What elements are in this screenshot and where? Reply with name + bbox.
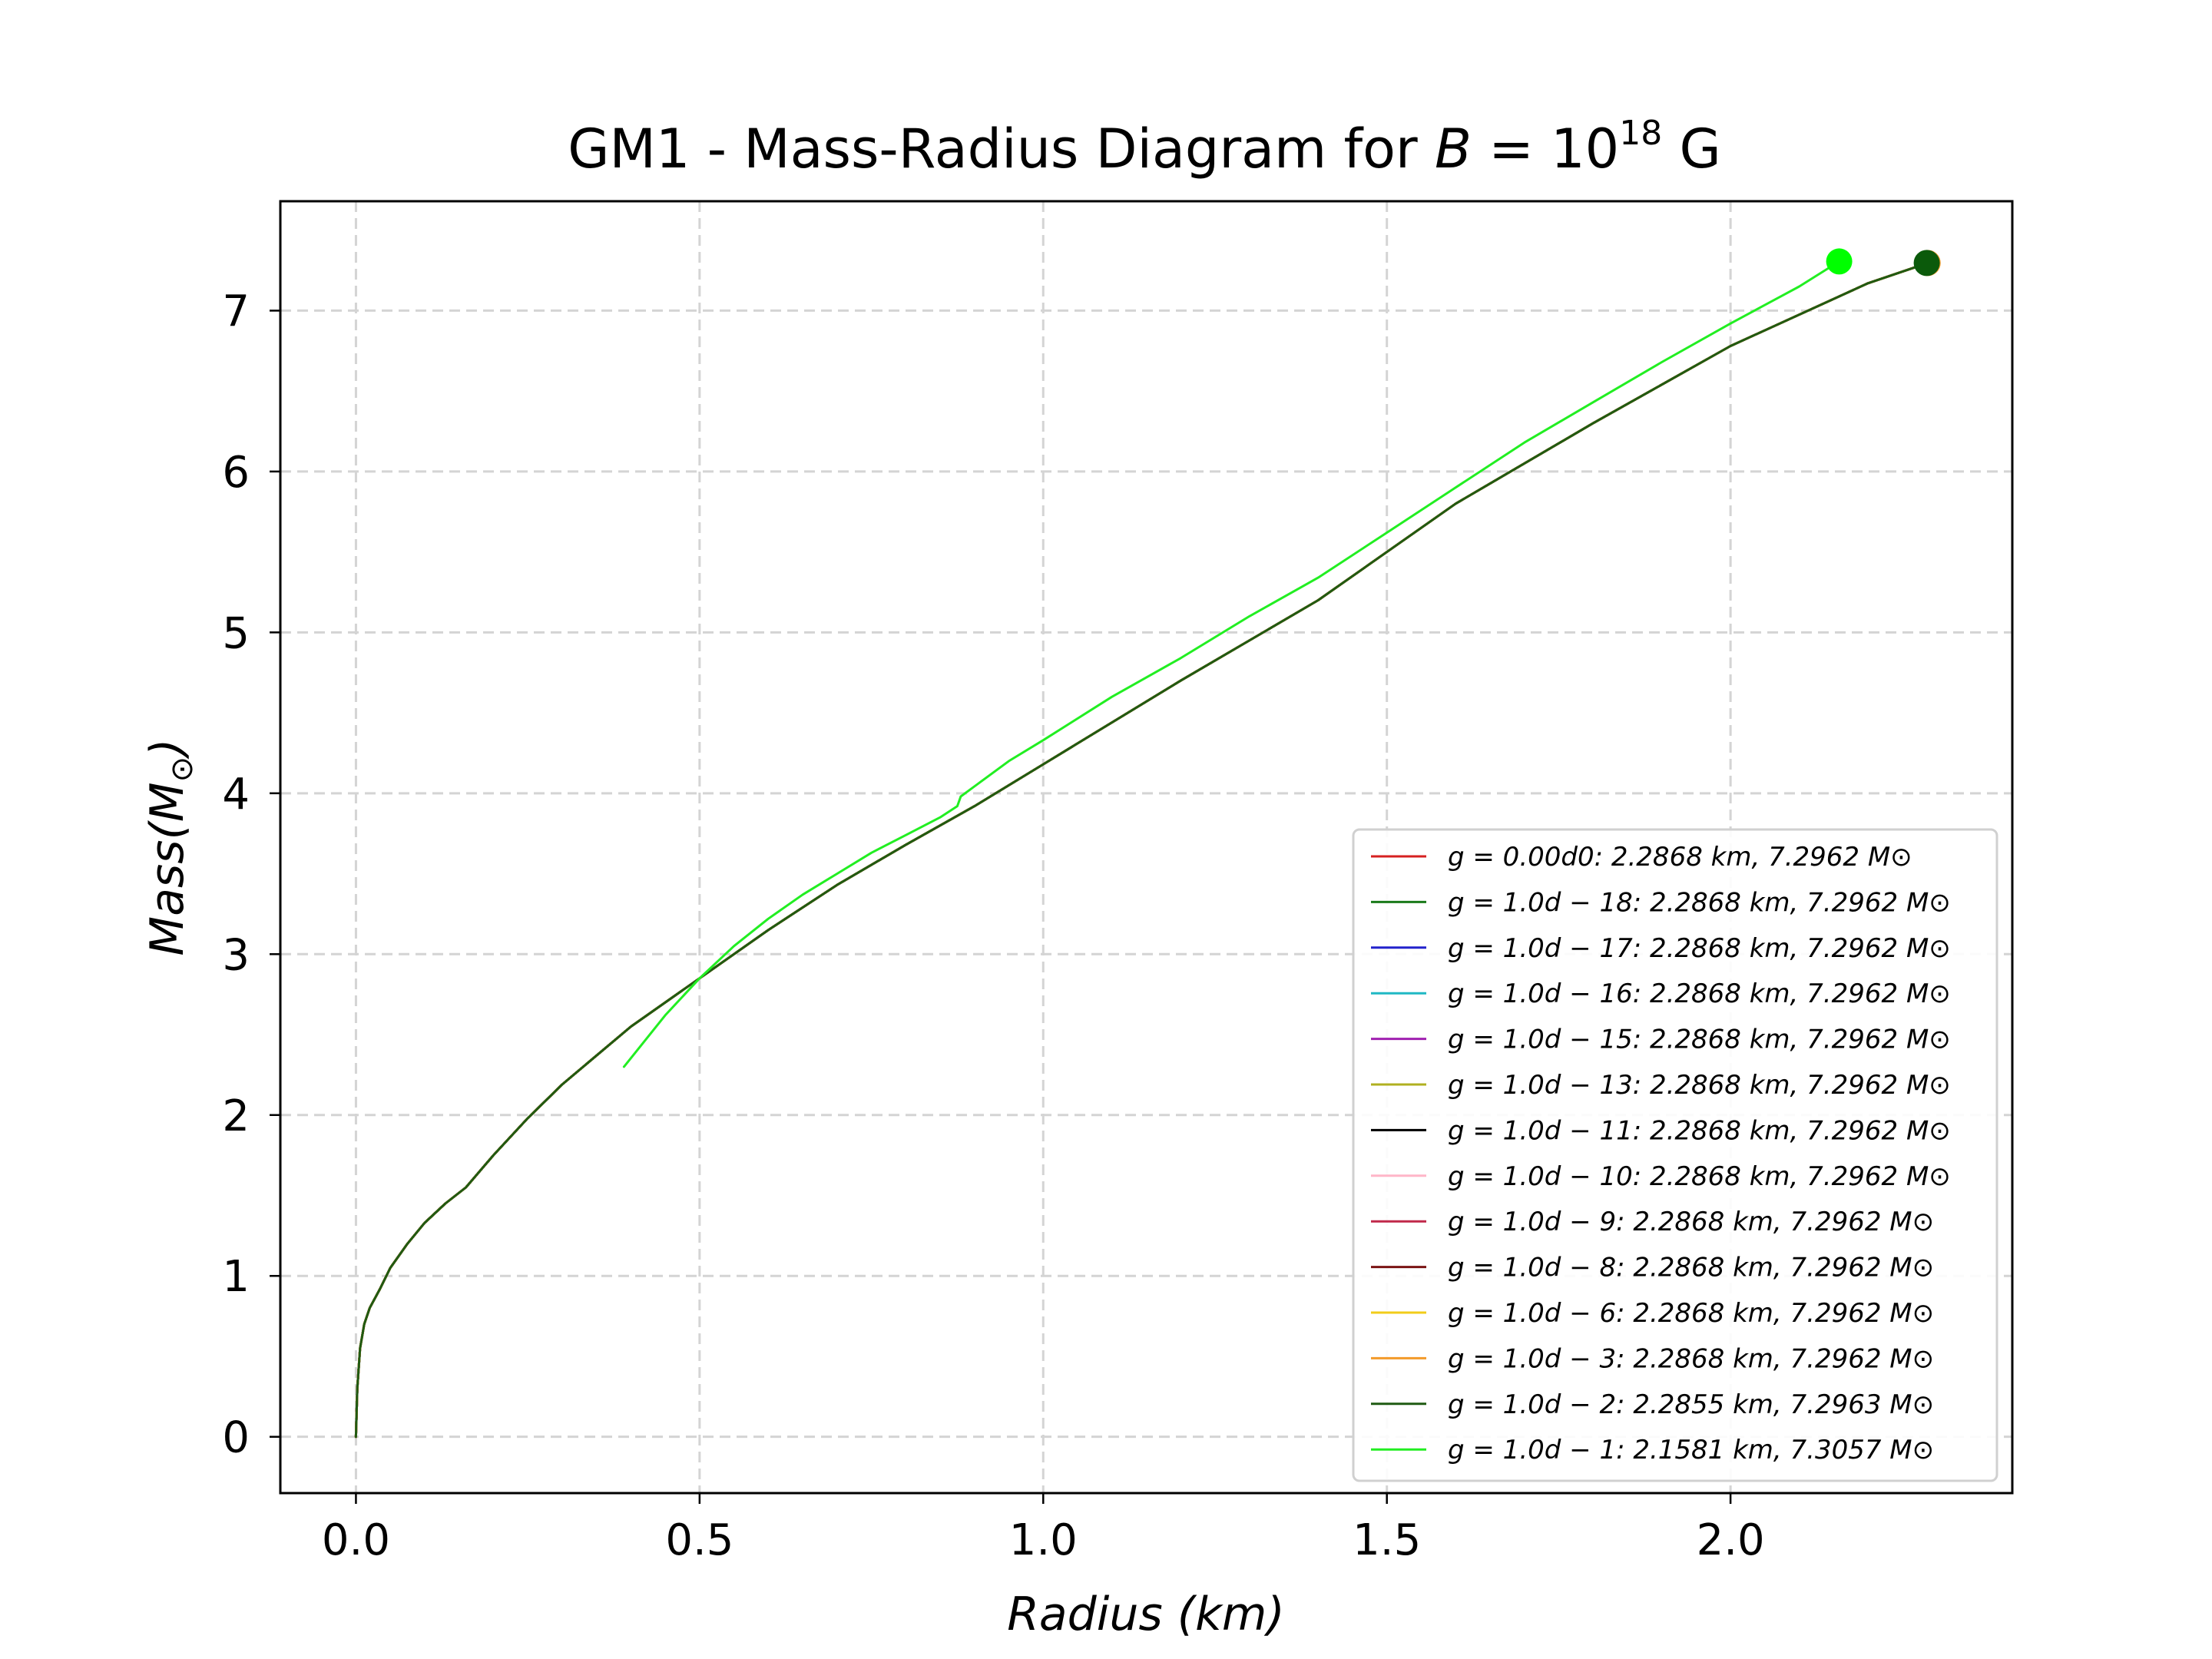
plot-lines xyxy=(354,260,1929,1439)
y-axis-label: Mass(M⊙) xyxy=(141,738,200,955)
y-axis: 0 1 2 3 4 5 6 7 xyxy=(222,286,280,1463)
endpoint-marker-3 xyxy=(1913,250,1940,276)
y-axis-label-close: ) xyxy=(141,738,194,759)
plot-frame xyxy=(279,200,2014,1495)
y-tick-label: 0 xyxy=(222,1413,250,1463)
y-tick-label: 2 xyxy=(222,1091,250,1141)
y-tick-label: 6 xyxy=(222,448,250,498)
y-axis-label-sub: ⊙ xyxy=(164,757,200,783)
legend-entry-12: g = 1.0d − 3: 2.2868 km, 7.2962 M⊙ xyxy=(1448,1343,1934,1374)
y-tick-label: 5 xyxy=(222,608,250,658)
end-points xyxy=(1826,248,1941,276)
x-tick-label: 2.0 xyxy=(1697,1515,1765,1565)
legend-entry-13: g = 1.0d − 2: 2.2855 km, 7.2963 M⊙ xyxy=(1448,1389,1934,1420)
chart-title: GM1 - Mass-Radius Diagram for B = 1018 G xyxy=(568,114,1720,180)
title-variable: B xyxy=(1435,118,1472,180)
legend-box xyxy=(1352,828,1998,1482)
y-tick-label: 7 xyxy=(222,286,250,336)
series-line-13 xyxy=(354,261,1929,1439)
title-exponent: 18 xyxy=(1619,114,1662,153)
legend-entry-10: g = 1.0d − 8: 2.2868 km, 7.2962 M⊙ xyxy=(1448,1253,1934,1283)
y-tick-label: 4 xyxy=(222,770,250,820)
legend-entry-3: g = 1.0d − 17: 2.2868 km, 7.2962 M⊙ xyxy=(1448,933,1951,964)
legend-entry-11: g = 1.0d − 6: 2.2868 km, 7.2962 M⊙ xyxy=(1448,1298,1934,1329)
endpoint-marker-1 xyxy=(1826,248,1853,275)
title-prefix: GM1 - Mass-Radius Diagram for xyxy=(568,118,1435,180)
legend-entry-1: g = 0.00d0: 2.2868 km, 7.2962 M⊙ xyxy=(1448,842,1912,873)
series-line-14 xyxy=(622,260,1841,1068)
legend-entry-7: g = 1.0d − 11: 2.2868 km, 7.2962 M⊙ xyxy=(1448,1115,1951,1146)
legend-entry-9: g = 1.0d − 9: 2.2868 km, 7.2962 M⊙ xyxy=(1448,1207,1934,1237)
y-tick-label: 1 xyxy=(222,1252,250,1302)
legend-entry-4: g = 1.0d − 16: 2.2868 km, 7.2962 M⊙ xyxy=(1448,979,1951,1009)
title-unit: G xyxy=(1662,118,1721,180)
legend-entry-6: g = 1.0d − 13: 2.2868 km, 7.2962 M⊙ xyxy=(1448,1070,1951,1101)
y-axis-label-var: Mass(M xyxy=(141,782,194,955)
y-tick-label: 3 xyxy=(222,930,250,980)
legend: g = 0.00d0: 2.2868 km, 7.2962 M⊙ g = 1.0d… xyxy=(1352,828,1998,1482)
legend-entry-2: g = 1.0d − 18: 2.2868 km, 7.2962 M⊙ xyxy=(1448,887,1951,918)
x-tick-label: 1.5 xyxy=(1353,1515,1421,1565)
x-axis: 0.0 0.5 1.0 1.5 2.0 xyxy=(322,1493,1765,1565)
x-tick-label: 0.0 xyxy=(322,1515,390,1565)
legend-entry-14: g = 1.0d − 1: 2.1581 km, 7.3057 M⊙ xyxy=(1448,1435,1934,1465)
legend-entry-8: g = 1.0d − 10: 2.2868 km, 7.2962 M⊙ xyxy=(1448,1161,1951,1192)
title-equals: = 10 xyxy=(1472,118,1619,180)
x-axis-label-var: Radius xyxy=(1007,1588,1163,1641)
x-tick-label: 0.5 xyxy=(665,1515,733,1565)
legend-entry-5: g = 1.0d − 15: 2.2868 km, 7.2962 M⊙ xyxy=(1448,1025,1951,1055)
x-tick-label: 1.0 xyxy=(1009,1515,1078,1565)
x-axis-label-unit: (km) xyxy=(1163,1588,1285,1641)
x-axis-label: Radius (km) xyxy=(1007,1588,1285,1641)
